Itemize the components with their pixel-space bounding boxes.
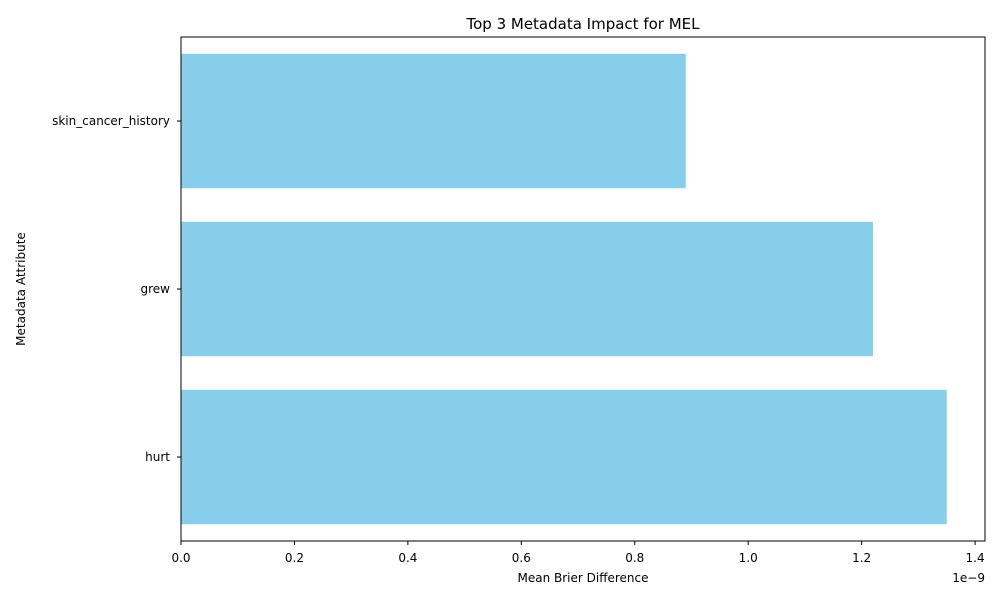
chart-title: Top 3 Metadata Impact for MEL (465, 15, 700, 33)
x-axis-offset-label: 1e−9 (952, 571, 985, 585)
x-tick-label: 1.4 (966, 551, 985, 565)
y-tick-label: hurt (145, 450, 170, 464)
x-tick-label: 0.0 (171, 551, 190, 565)
bar-grew (181, 221, 873, 357)
x-axis-ticks: 0.0 0.2 0.4 0.6 0.8 1.0 1.2 1.4 (171, 541, 985, 565)
bars-group (181, 53, 947, 525)
x-axis-title: Mean Brier Difference (517, 571, 648, 585)
bar-hurt (181, 389, 947, 525)
y-axis-title: Metadata Attribute (14, 232, 28, 346)
bar-skin-cancer-history (181, 53, 686, 189)
y-tick-label: skin_cancer_history (52, 114, 170, 128)
y-tick-label: grew (141, 282, 171, 296)
x-tick-label: 1.0 (739, 551, 758, 565)
x-tick-label: 0.4 (398, 551, 417, 565)
x-tick-label: 1.2 (852, 551, 871, 565)
x-tick-label: 0.2 (285, 551, 304, 565)
x-tick-label: 0.8 (625, 551, 644, 565)
x-tick-label: 0.6 (512, 551, 531, 565)
plot-frame (180, 36, 986, 542)
